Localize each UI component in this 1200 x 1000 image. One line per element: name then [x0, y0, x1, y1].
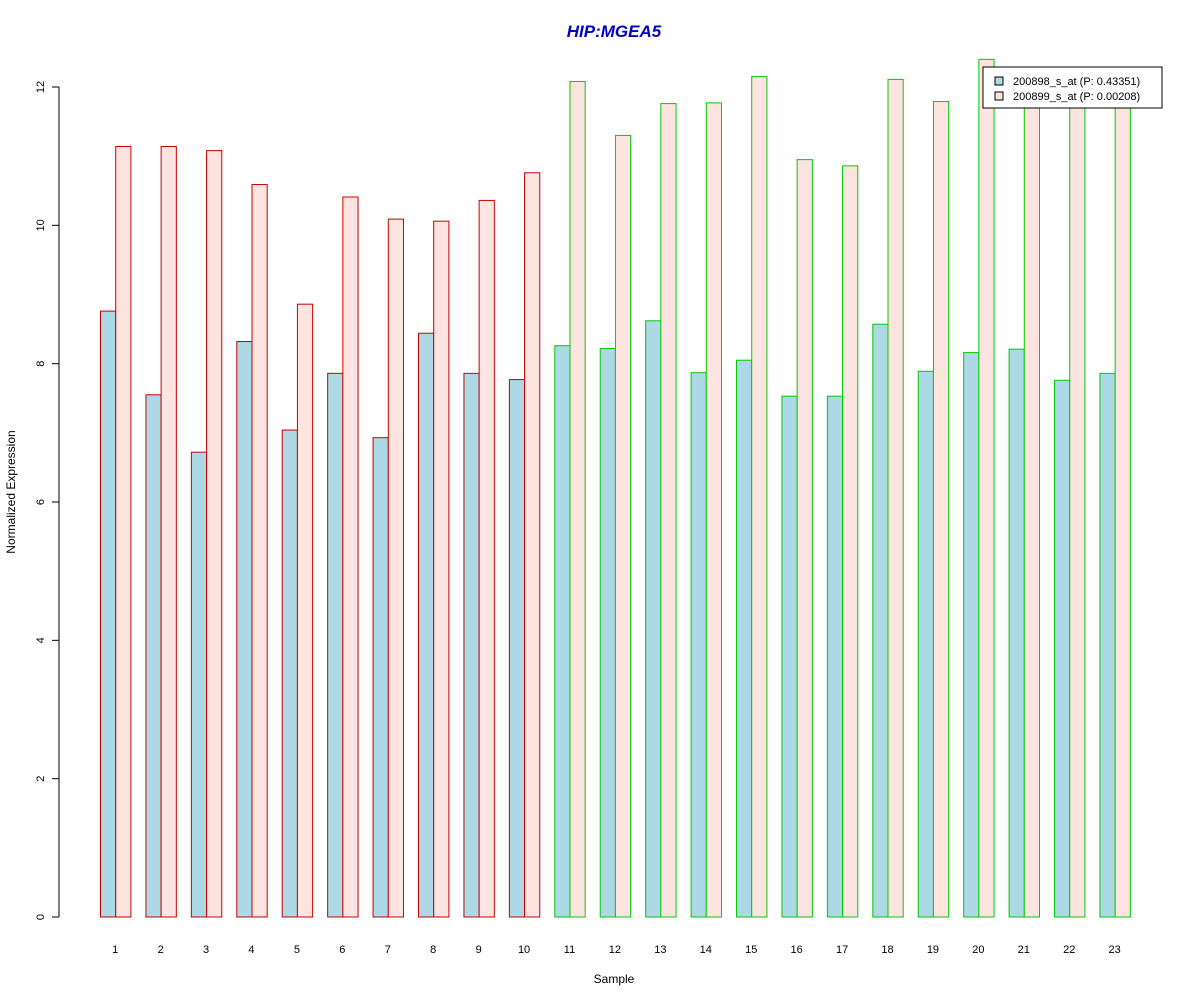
- x-tick-label: 5: [294, 944, 300, 956]
- bar-s1-sample-8: [418, 332, 435, 918]
- bar-s1-sample-21: [1008, 348, 1025, 918]
- bar-s2-sample-12: [614, 134, 632, 918]
- bar-s2-sample-6: [342, 196, 359, 918]
- bar-s2-sample-21: [1023, 106, 1041, 918]
- x-tick-label: 22: [1063, 944, 1075, 956]
- y-tick-label: 10: [35, 219, 47, 231]
- x-tick-label: 2: [158, 944, 164, 956]
- bar-s1-sample-7: [372, 437, 389, 918]
- x-tick-label: 23: [1109, 944, 1121, 956]
- x-tick-label: 11: [564, 944, 575, 956]
- legend-swatch: [994, 91, 1004, 101]
- bar-s1-sample-2: [145, 394, 162, 918]
- bar-s1-sample-17: [826, 395, 844, 918]
- legend-box: [982, 66, 1163, 109]
- bar-s2-sample-2: [160, 145, 177, 918]
- legend-label: 200898_s_at (P: 0.43351): [1013, 76, 1140, 88]
- bar-s2-sample-1: [115, 145, 132, 918]
- x-tick-label: 10: [518, 944, 530, 956]
- y-tick-label: 6: [35, 499, 47, 505]
- x-tick-label: 7: [385, 944, 391, 956]
- bar-s1-sample-20: [963, 352, 980, 918]
- bar-s1-sample-22: [1054, 379, 1071, 918]
- bar-s1-sample-12: [599, 347, 616, 918]
- x-tick-label: 6: [339, 944, 345, 956]
- bar-s2-sample-22: [1069, 106, 1086, 918]
- bar-s2-sample-20: [978, 58, 995, 918]
- bar-s2-sample-19: [932, 101, 950, 918]
- bars-group: [100, 58, 1131, 918]
- x-tick-label: 14: [700, 944, 712, 956]
- bar-s2-sample-15: [751, 76, 768, 918]
- x-tick-label: 15: [745, 944, 757, 956]
- bar-s2-sample-3: [206, 150, 223, 918]
- bar-s1-sample-3: [190, 451, 208, 918]
- bar-s1-sample-13: [645, 320, 662, 918]
- x-tick-label: 1: [112, 944, 118, 956]
- x-tick-label: 8: [430, 944, 436, 956]
- y-tick-label: 12: [35, 81, 47, 93]
- y-tick-label: 2: [35, 776, 47, 782]
- bar-s2-sample-10: [524, 172, 541, 918]
- bar-s2-sample-13: [660, 103, 677, 918]
- bar-s2-sample-9: [478, 199, 495, 918]
- bar-s2-sample-16: [796, 159, 813, 918]
- y-axis-title: Normalized Expression: [4, 430, 18, 553]
- bar-s2-sample-23: [1114, 106, 1131, 918]
- bar-s2-sample-18: [887, 78, 904, 918]
- bar-s1-sample-6: [327, 372, 344, 918]
- bar-s2-sample-14: [705, 102, 722, 918]
- legend: 200898_s_at (P: 0.43351) 200899_s_at (P: …: [982, 66, 1163, 109]
- bar-s1-sample-14: [690, 372, 707, 918]
- x-tick-labels: 1 2 3 4 5 6 7 8 9 10 11 12 13 14 15 16 17 18 19 20 21 22 23: [112, 944, 1121, 956]
- bar-s1-sample-10: [508, 379, 526, 918]
- x-tick-label: 13: [654, 944, 666, 956]
- y-axis: 0 2 4 6 8 10 12: [35, 81, 60, 920]
- bar-s1-sample-9: [463, 372, 480, 918]
- x-tick-label: 3: [203, 944, 209, 956]
- x-tick-label: 20: [972, 944, 984, 956]
- bar-s2-sample-4: [251, 184, 268, 918]
- bar-s2-sample-11: [569, 80, 586, 918]
- bar-s1-sample-15: [736, 359, 753, 918]
- bar-s2-sample-7: [387, 218, 404, 918]
- x-tick-label: 18: [881, 944, 893, 956]
- y-tick-label: 0: [35, 914, 47, 920]
- bar-s1-sample-16: [781, 395, 798, 918]
- y-tick-label: 4: [35, 637, 47, 643]
- x-tick-label: 9: [476, 944, 482, 956]
- x-tick-label: 19: [927, 944, 939, 956]
- bar-s2-sample-5: [296, 303, 314, 918]
- bar-s1-sample-23: [1099, 372, 1116, 918]
- x-tick-label: 21: [1018, 944, 1030, 956]
- bar-s2-sample-8: [433, 220, 450, 918]
- bar-s1-sample-4: [236, 341, 253, 918]
- bar-s1-sample-11: [554, 345, 571, 918]
- bar-s1-sample-18: [872, 323, 889, 918]
- y-tick-label: 8: [35, 361, 47, 367]
- x-tick-label: 12: [609, 944, 621, 956]
- x-tick-label: 17: [836, 944, 848, 956]
- legend-swatch: [994, 76, 1004, 86]
- x-tick-label: 16: [791, 944, 803, 956]
- bar-s1-sample-1: [100, 310, 117, 918]
- chart-title: HIP:MGEA5: [567, 22, 662, 41]
- x-axis-title: Sample: [594, 972, 635, 986]
- bar-s1-sample-19: [917, 370, 934, 918]
- bar-s1-sample-5: [281, 429, 298, 918]
- legend-label: 200899_s_at (P: 0.00208): [1013, 91, 1140, 103]
- bar-s2-sample-17: [842, 165, 859, 918]
- x-tick-label: 4: [248, 944, 254, 956]
